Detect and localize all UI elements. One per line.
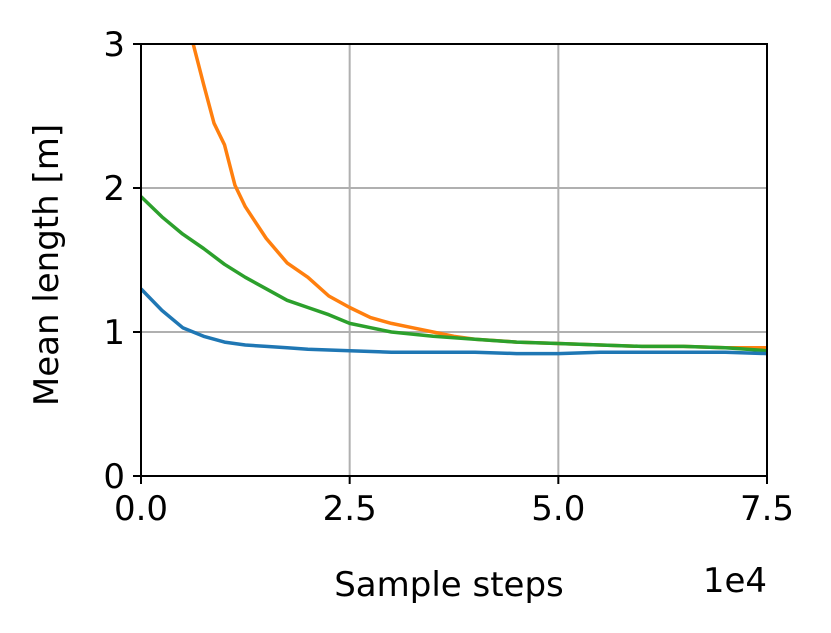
x-axis-offset-label: 1e4	[703, 561, 767, 601]
series-lines	[141, 44, 767, 356]
x-tick-label-0: 0.0	[114, 489, 168, 529]
series-line-2	[141, 287, 767, 356]
y-tick-label-2: 2	[103, 169, 125, 209]
x-tick-label-3: 7.5	[740, 489, 794, 529]
grid-lines	[140, 43, 768, 477]
x-tick-label-1: 2.5	[323, 489, 377, 529]
plot-frame	[140, 43, 768, 477]
x-axis-title: Sample steps	[334, 565, 564, 605]
series-line-0	[191, 44, 767, 350]
y-tick-label-1: 1	[103, 313, 125, 353]
y-axis-title: Mean length [m]	[27, 124, 67, 406]
y-tick-label-0: 0	[103, 457, 125, 497]
series-line-1	[141, 195, 767, 353]
y-tick-label-3: 3	[103, 25, 125, 65]
axis-ticks: 0.0 2.5 5.0 7.5 0 1 2 3	[103, 25, 794, 529]
x-tick-label-2: 5.0	[531, 489, 585, 529]
